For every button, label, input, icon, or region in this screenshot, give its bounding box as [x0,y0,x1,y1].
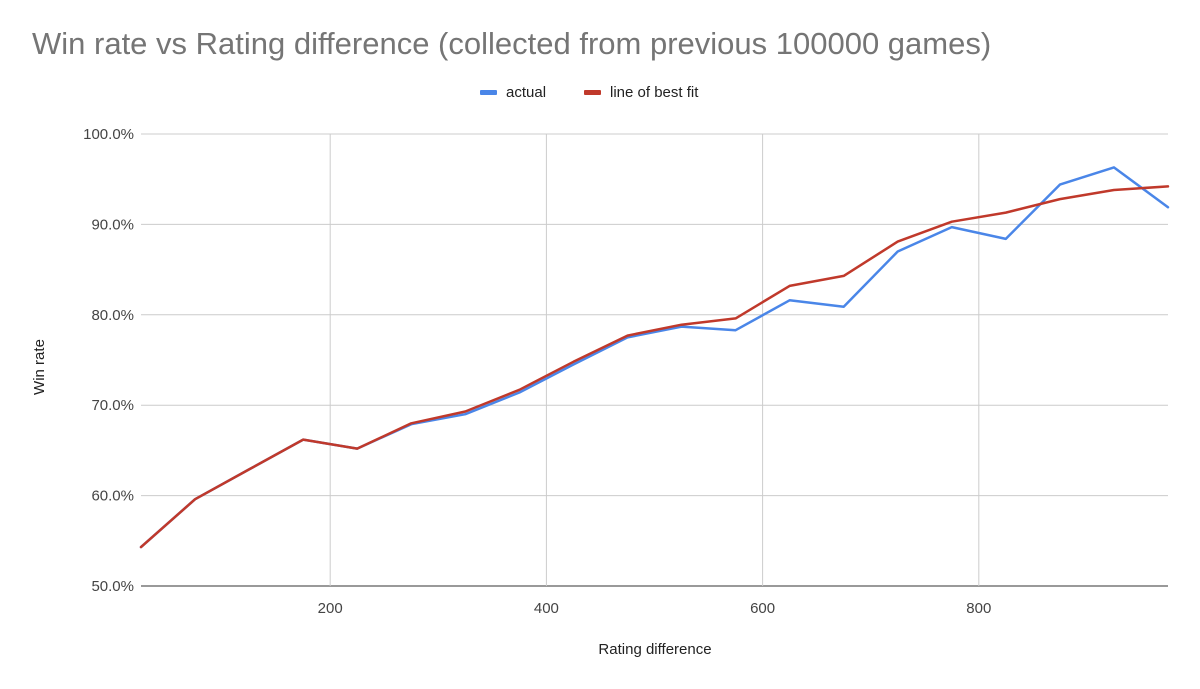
y-axis-title: Win rate [31,339,48,395]
legend: actual line of best fit [0,84,1200,108]
legend-swatch-line-of-best-fit [584,90,601,95]
y-tick-label: 70.0% [91,397,134,414]
x-tick-label: 600 [750,600,775,617]
tick-labels: 50.0% 60.0% 70.0% 80.0% 90.0% 100.0% 200 400 600… [83,126,991,617]
legend-item-line-of-best-fit[interactable]: line of best fit [584,84,698,101]
x-tick-label: 800 [966,600,991,617]
x-tick-label: 200 [318,600,343,617]
y-tick-label: 90.0% [91,216,134,233]
legend-swatch-actual [480,90,497,95]
legend-label-actual: actual [506,84,547,101]
y-tick-label: 60.0% [91,488,134,505]
legend-label-line-of-best-fit: line of best fit [610,84,699,101]
series-lines [139,166,1170,549]
y-tick-label: 80.0% [91,307,134,324]
legend-item-actual[interactable]: actual [480,84,546,101]
chart-title: Win rate vs Rating difference (collected… [32,26,992,61]
series-line-line-of-best-fit[interactable] [139,185,1170,549]
x-tick-label: 400 [534,600,559,617]
grid [141,133,1168,587]
x-axis-title: Rating difference [598,641,711,658]
y-tick-label: 50.0% [91,578,134,595]
y-tick-label: 100.0% [83,126,134,143]
